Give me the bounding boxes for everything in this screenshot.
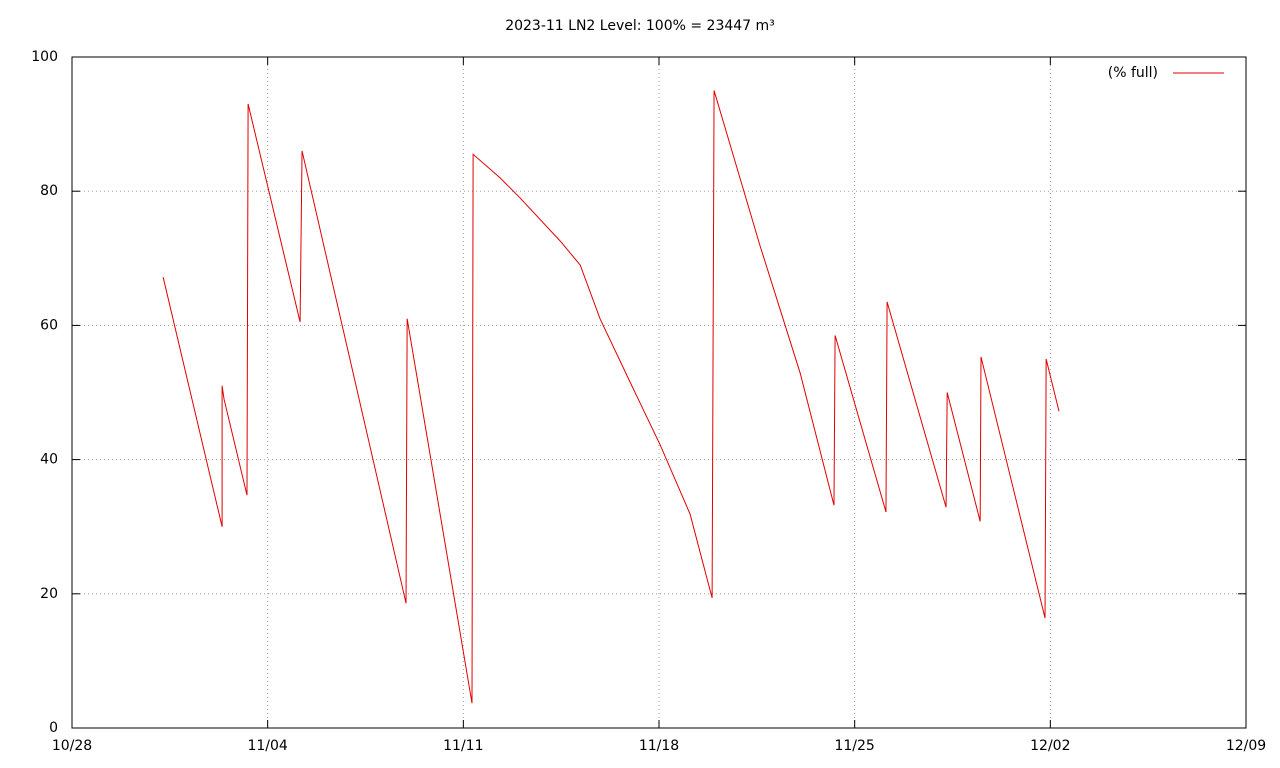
x-tick-label: 12/09 bbox=[1226, 738, 1266, 754]
data-line bbox=[162, 90, 1060, 704]
x-tick-label: 11/25 bbox=[834, 738, 874, 754]
chart-title: 2023-11 LN2 Level: 100% = 23447 m³ bbox=[505, 18, 775, 34]
x-tick-label: 11/18 bbox=[639, 738, 679, 754]
x-tick-label: 11/04 bbox=[247, 738, 287, 754]
y-tick-label: 0 bbox=[49, 720, 58, 736]
plot-frame bbox=[71, 56, 1247, 729]
y-tick-label: 80 bbox=[40, 183, 58, 199]
y-tick-label: 100 bbox=[31, 49, 58, 65]
y-tick-label: 60 bbox=[40, 317, 58, 333]
x-tick-label: 12/02 bbox=[1030, 738, 1070, 754]
legend-label: (% full) bbox=[1108, 65, 1158, 81]
x-tick-label: 10/28 bbox=[52, 738, 92, 754]
y-tick-label: 20 bbox=[40, 586, 58, 602]
x-tick-label: 11/11 bbox=[443, 738, 483, 754]
y-tick-label: 40 bbox=[40, 452, 58, 468]
